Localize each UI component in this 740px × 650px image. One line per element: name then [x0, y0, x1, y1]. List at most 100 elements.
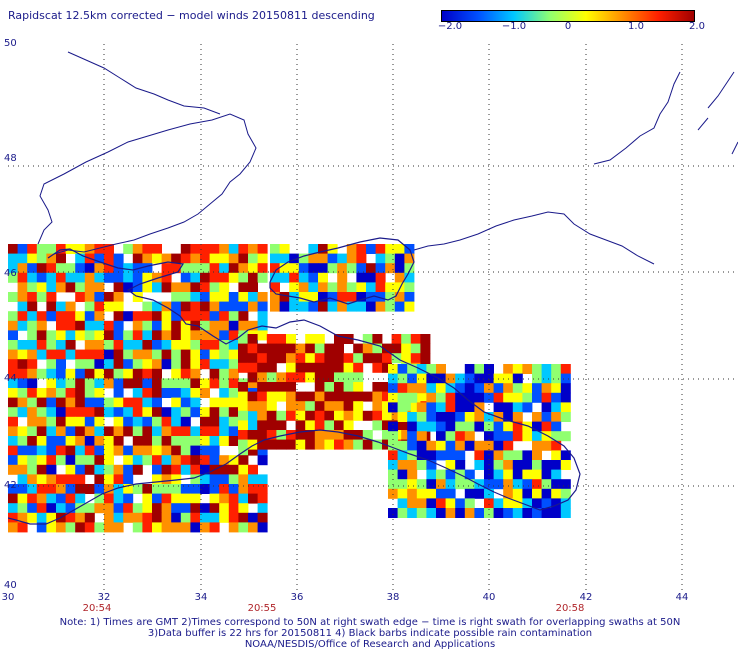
swath-cell: [493, 421, 504, 432]
swath-cell: [142, 493, 153, 504]
swath-cell: [343, 430, 354, 440]
swath-cell: [382, 353, 392, 364]
swath-cell: [180, 397, 191, 408]
swath-cell: [416, 383, 427, 394]
swath-cell: [17, 253, 28, 264]
swath-cell: [142, 272, 153, 283]
swath-cell: [84, 503, 95, 514]
swath-cell: [503, 364, 514, 374]
swath-cell: [560, 488, 571, 499]
swath-cell: [455, 392, 466, 403]
swath-cell: [200, 522, 210, 533]
swath-cell: [152, 512, 162, 523]
swath-cell: [474, 383, 485, 394]
swath-cell: [190, 474, 201, 485]
swath-cell: [132, 503, 143, 514]
swath-cell: [420, 391, 431, 402]
swath-cell: [416, 498, 427, 509]
swath-cell: [493, 383, 504, 394]
swath-cell: [334, 439, 344, 450]
swath-cell: [270, 244, 280, 254]
swath-cell: [436, 364, 446, 374]
swath-cell: [346, 282, 357, 293]
swath-cell: [503, 431, 514, 442]
swath-cell: [295, 430, 306, 440]
swath-cell: [84, 263, 95, 274]
swath-cell: [426, 364, 437, 374]
swath-cell: [209, 455, 220, 466]
swath-cell: [388, 421, 398, 432]
swath-cell: [228, 340, 239, 350]
swath-cell: [503, 498, 514, 509]
swath-cell: [248, 445, 258, 456]
swath-cell: [190, 282, 201, 293]
swath-cell: [493, 460, 504, 470]
swath-cell: [56, 474, 66, 485]
swath-cell: [152, 282, 162, 293]
swath-cell: [353, 401, 364, 412]
swath-cell: [27, 282, 38, 293]
swath-cell: [298, 272, 309, 283]
swath-cell: [407, 431, 418, 442]
swath-cell: [113, 378, 124, 389]
swath-cell: [152, 426, 162, 437]
volga-delta: [593, 71, 681, 165]
swath-cell: [104, 445, 114, 456]
swath-cell: [75, 253, 86, 264]
swath-cell: [36, 397, 47, 408]
swath-cell: [464, 373, 475, 384]
swath-cell: [27, 436, 38, 446]
swath-cell: [248, 301, 258, 312]
swath-cell: [541, 479, 552, 490]
swath-cell: [228, 311, 239, 322]
swath-cell: [190, 426, 201, 437]
swath-cell: [190, 493, 201, 504]
swath-cell: [123, 272, 134, 283]
swath-cell: [27, 512, 38, 523]
swath-cell: [190, 484, 201, 494]
swath-cell: [560, 498, 571, 509]
swath-cell: [257, 311, 268, 322]
swath-cell: [75, 426, 86, 437]
swath-cell: [276, 420, 287, 431]
swath-cell: [65, 445, 76, 456]
swath-cell: [541, 460, 552, 470]
swath-cell: [308, 263, 319, 274]
swath-cell: [104, 474, 114, 485]
swath-cell: [27, 407, 38, 418]
swath-cell: [248, 474, 258, 485]
swath-cell: [132, 445, 143, 456]
swath-cell: [27, 359, 38, 370]
swath-cell: [474, 373, 485, 384]
swath-cell: [104, 272, 114, 283]
swath-cell: [484, 508, 494, 518]
swath-cell: [171, 282, 182, 293]
swath-cell: [372, 362, 383, 373]
swath-cell: [257, 401, 268, 412]
swath-cell: [180, 311, 191, 322]
swath-cell: [247, 401, 258, 412]
swath-cell: [238, 410, 248, 421]
swath-cell: [279, 301, 290, 312]
footnote-line-2: 3)Data buffer is 22 hrs for 20150811 4) …: [147, 628, 593, 639]
swath-cell: [346, 292, 357, 302]
swath-cell: [209, 253, 220, 264]
swath-cell: [455, 508, 466, 518]
swath-cell: [551, 431, 562, 442]
swath-cell: [152, 340, 162, 350]
swath-cell: [152, 464, 162, 475]
swath-cell: [493, 450, 504, 461]
swath-cell: [257, 445, 268, 456]
swath-cell: [219, 503, 230, 514]
swath-cell: [56, 301, 66, 312]
swath-cell: [445, 373, 456, 384]
swath-cell: [532, 460, 542, 470]
swath-cell: [324, 430, 335, 440]
swath-cell: [385, 263, 396, 274]
swath-cell: [388, 450, 398, 461]
swath-cell: [209, 301, 220, 312]
swath-cell: [343, 420, 354, 431]
swath-cell: [375, 301, 386, 312]
swath-cell: [200, 436, 210, 446]
swath-cell: [209, 359, 220, 370]
